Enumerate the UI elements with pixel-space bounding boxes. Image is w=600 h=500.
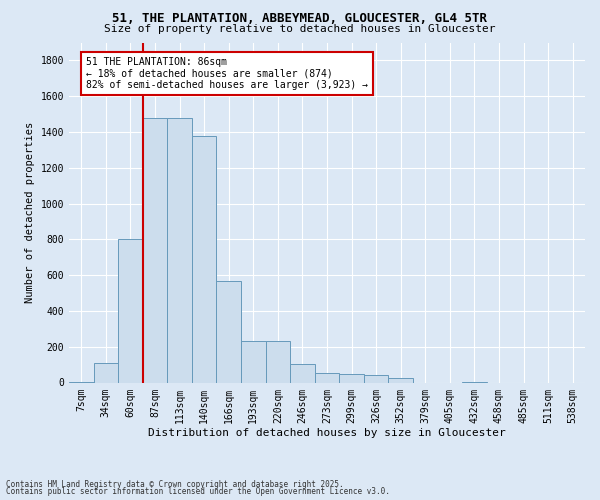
Bar — [94, 363, 118, 382]
Bar — [364, 376, 388, 382]
Bar — [290, 364, 315, 382]
Text: Size of property relative to detached houses in Gloucester: Size of property relative to detached ho… — [104, 24, 496, 34]
Text: 51 THE PLANTATION: 86sqm
← 18% of detached houses are smaller (874)
82% of semi-: 51 THE PLANTATION: 86sqm ← 18% of detach… — [86, 57, 368, 90]
Bar — [315, 372, 339, 382]
Bar — [217, 280, 241, 382]
Bar — [266, 342, 290, 382]
Bar — [241, 342, 266, 382]
Text: 51, THE PLANTATION, ABBEYMEAD, GLOUCESTER, GL4 5TR: 51, THE PLANTATION, ABBEYMEAD, GLOUCESTE… — [113, 12, 487, 26]
Text: Contains HM Land Registry data © Crown copyright and database right 2025.: Contains HM Land Registry data © Crown c… — [6, 480, 344, 489]
Bar — [143, 118, 167, 382]
X-axis label: Distribution of detached houses by size in Gloucester: Distribution of detached houses by size … — [148, 428, 506, 438]
Bar — [339, 374, 364, 382]
Bar — [192, 136, 217, 382]
Text: Contains public sector information licensed under the Open Government Licence v3: Contains public sector information licen… — [6, 487, 390, 496]
Bar — [388, 378, 413, 382]
Bar — [167, 118, 192, 382]
Y-axis label: Number of detached properties: Number of detached properties — [25, 122, 35, 303]
Bar — [118, 240, 143, 382]
